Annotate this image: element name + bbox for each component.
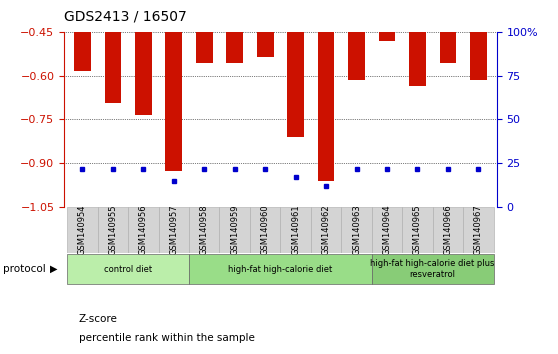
- Bar: [74, 32, 91, 71]
- Text: GDS2413 / 16507: GDS2413 / 16507: [64, 9, 187, 23]
- Bar: [280, 207, 311, 253]
- Bar: [311, 207, 341, 253]
- Bar: [98, 207, 128, 253]
- Text: high-fat high-calorie diet plus
resveratrol: high-fat high-calorie diet plus resverat…: [371, 259, 495, 279]
- Bar: [104, 32, 121, 103]
- Bar: [348, 32, 365, 80]
- Bar: [158, 207, 189, 253]
- Bar: [463, 207, 494, 253]
- Text: ▶: ▶: [50, 264, 57, 274]
- Bar: [372, 207, 402, 253]
- Text: GSM140963: GSM140963: [352, 205, 361, 256]
- Bar: [440, 32, 456, 63]
- Text: GSM140956: GSM140956: [139, 205, 148, 256]
- Bar: [227, 32, 243, 63]
- Text: Z-score: Z-score: [79, 314, 118, 324]
- Text: GSM140961: GSM140961: [291, 205, 300, 256]
- Bar: [470, 32, 487, 80]
- Text: GSM140962: GSM140962: [321, 205, 330, 256]
- Bar: [379, 32, 396, 41]
- Text: percentile rank within the sample: percentile rank within the sample: [79, 333, 254, 343]
- Bar: [287, 32, 304, 137]
- Text: GSM140959: GSM140959: [230, 205, 239, 255]
- Text: GSM140966: GSM140966: [444, 205, 453, 256]
- Bar: [409, 32, 426, 86]
- Bar: [189, 254, 372, 284]
- Text: GSM140965: GSM140965: [413, 205, 422, 256]
- Bar: [219, 207, 250, 253]
- Bar: [372, 254, 494, 284]
- Bar: [257, 32, 273, 57]
- Text: GSM140958: GSM140958: [200, 205, 209, 256]
- Bar: [135, 32, 152, 115]
- Bar: [67, 207, 98, 253]
- Bar: [67, 254, 189, 284]
- Bar: [402, 207, 432, 253]
- Text: protocol: protocol: [3, 264, 46, 274]
- Bar: [250, 207, 281, 253]
- Text: GSM140964: GSM140964: [382, 205, 392, 256]
- Text: high-fat high-calorie diet: high-fat high-calorie diet: [228, 264, 333, 274]
- Bar: [165, 32, 182, 171]
- Text: GSM140967: GSM140967: [474, 205, 483, 256]
- Text: GSM140955: GSM140955: [108, 205, 117, 255]
- Text: control diet: control diet: [104, 264, 152, 274]
- Bar: [341, 207, 372, 253]
- Bar: [128, 207, 158, 253]
- Bar: [196, 32, 213, 63]
- Bar: [318, 32, 334, 181]
- Text: GSM140960: GSM140960: [261, 205, 270, 256]
- Bar: [189, 207, 219, 253]
- Text: GSM140954: GSM140954: [78, 205, 87, 255]
- Text: GSM140957: GSM140957: [169, 205, 179, 256]
- Bar: [432, 207, 463, 253]
